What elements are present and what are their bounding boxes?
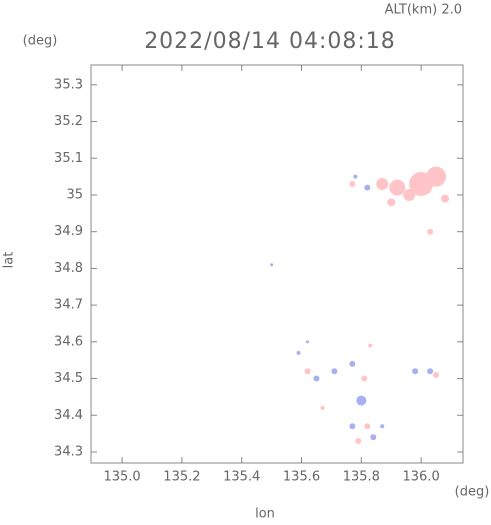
echo-point (355, 437, 362, 444)
y-tick-label: 34.4 (54, 408, 83, 423)
echo-point (389, 179, 406, 196)
y-unit: (deg) (23, 34, 58, 49)
x-unit: (deg) (455, 485, 490, 500)
echo-point (353, 174, 358, 179)
y-tick-label: 35 (66, 187, 83, 202)
x-tick-label: 136.0 (403, 470, 440, 485)
x-tick-label: 135.6 (283, 470, 320, 485)
y-tick-label: 35.2 (54, 114, 83, 129)
y-tick-label: 34.5 (54, 371, 83, 386)
echo-point (364, 423, 371, 430)
altitude-label: ALT(km) 2.0 (385, 3, 462, 18)
echo-point (296, 350, 301, 355)
y-tick-label: 34.3 (54, 444, 83, 459)
x-tick-label: 135.2 (163, 470, 200, 485)
echo-point (356, 395, 367, 406)
echo-point (380, 424, 385, 429)
echo-point (427, 368, 434, 375)
echo-point (387, 198, 396, 207)
echo-point (349, 360, 356, 367)
echo-point (349, 180, 356, 187)
echo-point (313, 375, 320, 382)
echo-point (412, 368, 419, 375)
plot-frame (90, 64, 464, 464)
x-tick-label: 135.4 (223, 470, 260, 485)
x-axis-label: lon (255, 507, 275, 522)
echo-point (349, 423, 356, 430)
echo-point (403, 188, 416, 201)
echo-point (368, 343, 373, 348)
echo-point (441, 194, 450, 203)
echo-point (433, 371, 440, 378)
echo-point (370, 434, 377, 441)
echo-point (331, 368, 338, 375)
x-tick-label: 135.8 (343, 470, 380, 485)
echo-point (427, 228, 434, 235)
y-axis-label: lat (2, 252, 17, 269)
echo-point (361, 375, 368, 382)
echo-point (364, 184, 371, 191)
echo-point (270, 263, 274, 267)
y-tick-label: 35.1 (54, 151, 83, 166)
x-tick-label: 135.0 (103, 470, 140, 485)
y-tick-label: 34.9 (54, 224, 83, 239)
echo-point (304, 368, 311, 375)
echo-point (376, 177, 389, 190)
y-tick-label: 34.6 (54, 334, 83, 349)
y-tick-label: 34.8 (54, 261, 83, 276)
y-tick-label: 34.7 (54, 298, 83, 313)
echo-point (306, 340, 310, 344)
echo-point (320, 405, 325, 410)
y-tick-label: 35.3 (54, 77, 83, 92)
chart-title: 2022/08/14 04:08:18 (144, 29, 396, 54)
echo-point (426, 166, 447, 187)
